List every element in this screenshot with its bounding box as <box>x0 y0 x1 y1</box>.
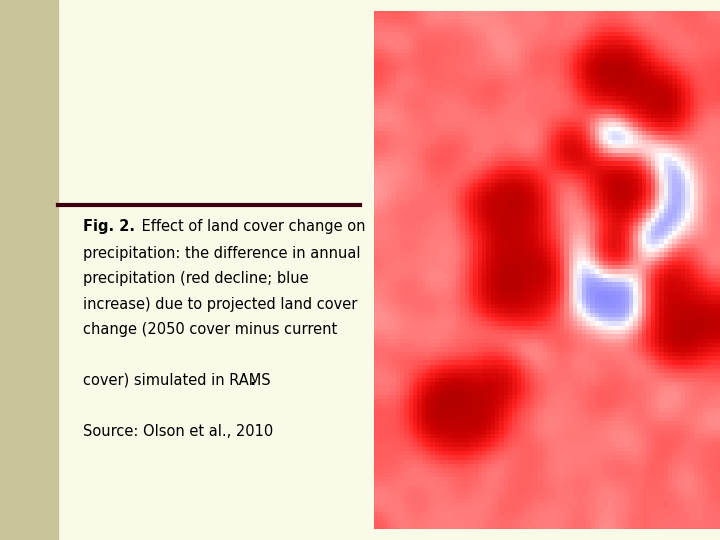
Text: increase) due to projected land cover: increase) due to projected land cover <box>83 297 357 312</box>
Text: precipitation (red decline; blue: precipitation (red decline; blue <box>83 271 308 286</box>
Text: change (2050 cover minus current: change (2050 cover minus current <box>83 322 337 338</box>
Text: cover) simulated in RAMS: cover) simulated in RAMS <box>83 373 271 388</box>
Text: .: . <box>250 373 256 388</box>
Text: precipitation: the difference in annual: precipitation: the difference in annual <box>83 246 360 261</box>
Text: Fig. 2.: Fig. 2. <box>83 219 135 234</box>
Bar <box>0 0 58 540</box>
Text: Effect of land cover change on: Effect of land cover change on <box>137 219 365 234</box>
Text: Source: Olson et al., 2010: Source: Olson et al., 2010 <box>83 424 273 439</box>
